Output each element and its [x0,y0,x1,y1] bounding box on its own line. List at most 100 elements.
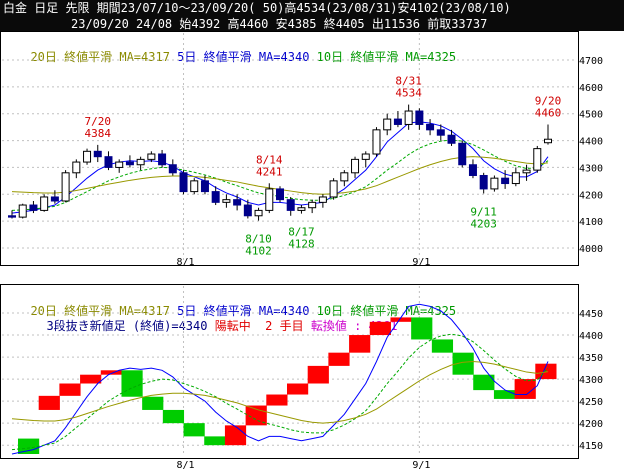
ma-line-1 [11,333,549,451]
threeline-count: 2 手目 [250,319,311,333]
y-tick-label: 4350 [579,353,603,364]
y-tick-label: 4300 [579,375,603,386]
candle-body [286,199,295,211]
candle-body [243,204,252,217]
candle-body [447,134,456,144]
y-tick-label: 4250 [579,397,603,408]
candle-body [318,196,327,203]
newprice-block-up [328,352,350,366]
y-tick-label: 4500 [579,110,603,121]
y-tick-label: 4700 [579,56,603,67]
candle-body [190,180,199,193]
newprice-block-up [287,383,309,395]
annotation-date: 8/14 [256,153,283,166]
y-tick-label: 4400 [579,331,603,342]
candle-body [383,118,392,131]
newprice-block-down [452,352,474,375]
candle-body [415,110,424,125]
candle-body [233,199,242,206]
legend2-ma10: 10日 終値平滑 MA=4325 [316,304,457,318]
newprice-block-up [535,363,557,380]
y-tick-label: 4100 [579,217,603,228]
candle-body [72,161,81,174]
legend2-ma20: 20日 終値平滑 MA=4317 [30,304,170,318]
candle-body [104,156,113,168]
newprice-block-up [59,383,81,396]
annotation-date: 7/20 [85,115,112,128]
candle-body [147,153,156,160]
annotation-date: 8/10 [245,233,272,246]
y-tick-label: 4200 [579,190,603,201]
annotation-value: 4241 [256,165,283,178]
x-label-8-1: 8/1 [177,257,195,266]
candle-body [200,180,209,193]
candle-body [361,153,370,160]
annotation-date: 9/20 [535,94,562,107]
candle-body [136,158,145,166]
annotation-date: 8/31 [395,75,422,88]
candle-body [308,201,317,209]
y-tick-label: 4000 [579,244,603,255]
x-label-9-1: 9/1 [412,460,430,471]
candle-body [490,177,499,190]
newprice-block-down [142,396,164,410]
candle-body [222,199,231,203]
newprice-block-up [80,374,102,384]
candle-body [522,169,531,174]
candle-body [93,150,102,158]
candle-body [501,177,510,185]
candle-body [393,118,402,125]
newprice-block-up [307,365,329,384]
header-line-1: 白金 日足 先限 期間23/07/10～23/09/20( 50)高4534(2… [0,0,624,16]
candle-body [351,158,360,174]
x-label-9-1: 9/1 [412,257,430,266]
bottom-legend-1: 20日 終値平滑 MA=4317 5日 終値平滑 MA=4340 10日 終値平… [16,290,456,318]
candle-body [372,129,381,155]
newprice-block-down [183,423,205,437]
candle-body [40,196,49,211]
candle-body [276,188,284,201]
newprice-block-up [266,394,288,406]
newprice-block-up [100,370,122,375]
candle-body [158,153,167,166]
candle-body [511,172,520,185]
candle-body [61,172,70,202]
top-legend: 20日 終値平滑 MA=4317 5日 終値平滑 MA=4340 10日 終値平… [16,36,456,64]
candle-body [168,164,177,174]
newprice-block-up [349,335,371,353]
candle-body [426,123,435,131]
y-tick-label: 4600 [579,83,603,94]
candle-body [297,207,306,211]
ma-line-0 [11,303,549,455]
candle-body [115,161,124,168]
candlestick-panel [0,31,579,266]
annotation-value: 4534 [395,87,422,100]
newprice-block-down [18,438,40,454]
annotation-date: 8/17 [288,226,315,239]
newprice-block-down [162,409,185,424]
newprice-block-down [473,374,495,391]
candle-body [533,148,542,171]
annotation-value: 4102 [245,245,272,258]
candle-body [458,142,467,166]
annotation-value: 4384 [85,127,112,140]
x-label-8-1: 8/1 [177,460,195,471]
y-tick-label: 4300 [579,163,603,174]
candle-body [8,215,16,218]
newprice-block-up [390,317,412,322]
header-line-2: 23/09/20 24/08 始4392 高4460 安4385 終4405 出… [0,16,624,31]
candle-body [265,188,274,211]
candle-body [329,180,338,198]
threeline-label: 3段抜き新値足 (終値)=4340 [46,319,215,333]
candle-body [50,196,59,202]
annotation-value: 4460 [535,106,562,119]
header-quote: 23/09/20 24/08 始4392 高4460 安4385 終4405 出… [71,17,488,31]
candle-body [211,191,220,203]
legend-ma5: 5日 終値平滑 MA=4340 [177,50,310,64]
newprice-block-down [121,370,143,397]
annotation-date: 9/11 [470,205,497,218]
newprice-block-up [224,425,247,446]
candlestick-chart: 4000 4100 4200 4300 4400 4500 4600 4700 8/1 9/1 7/… [2,33,603,266]
threeline-state: 陽転中 [214,319,251,333]
newprice-block-down [411,317,433,340]
